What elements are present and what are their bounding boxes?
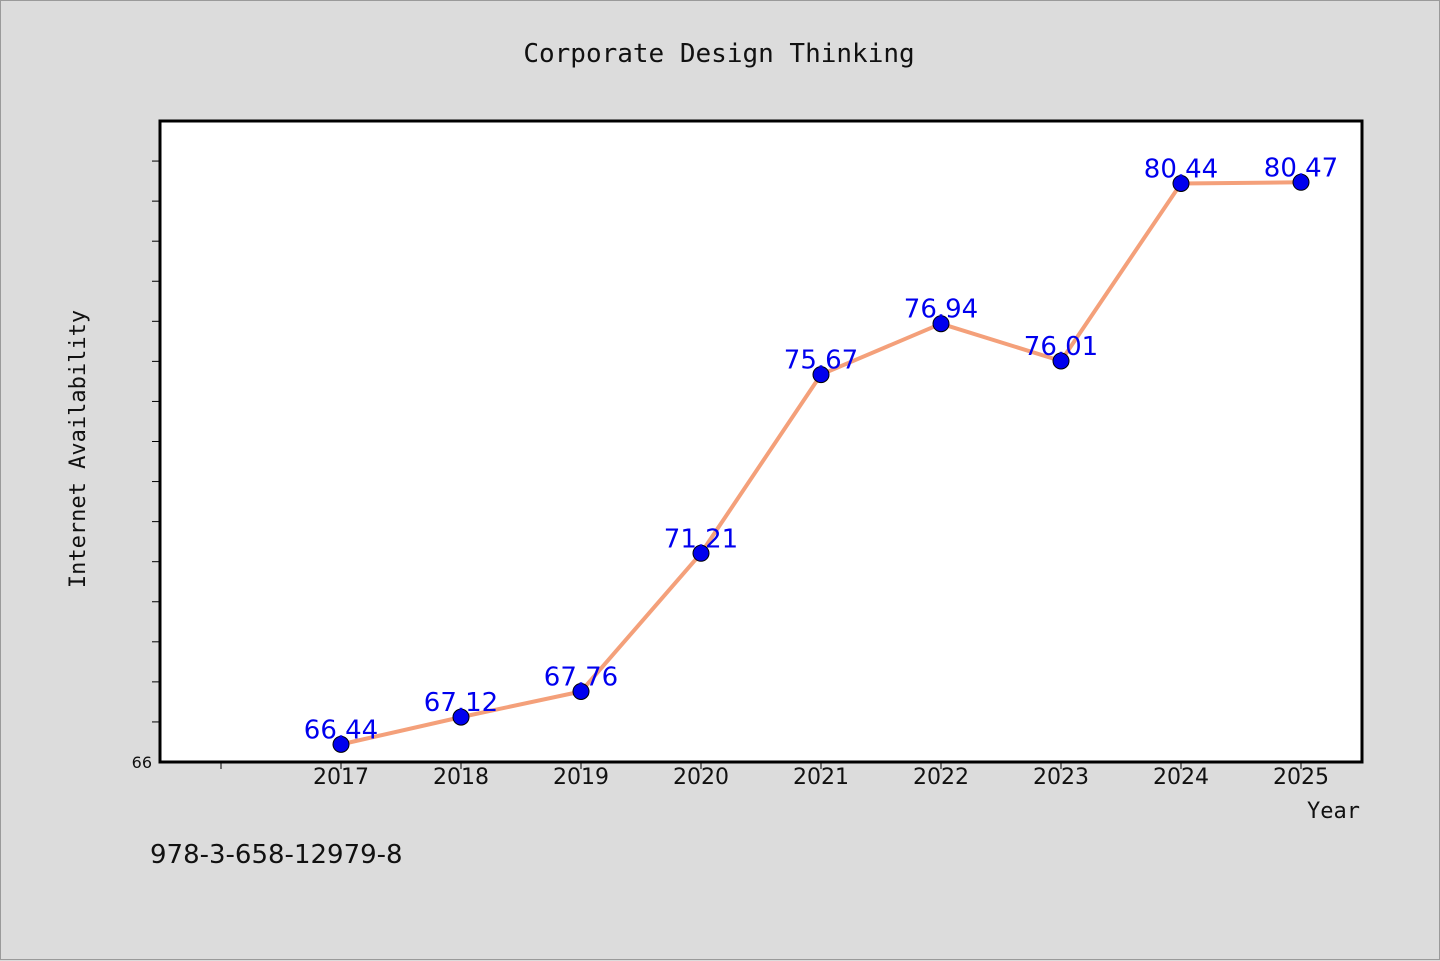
x-tick-label: 2018 [433,765,489,790]
data-label: 75.67 [784,346,858,376]
data-label: 80.47 [1264,153,1338,183]
x-tick-label: 2025 [1273,765,1329,790]
series-layer: 66.44 67.12 67.76 71.21 75.67 76.94 76.01 80.44… [304,153,1338,753]
x-tick-label: 2019 [553,765,609,790]
data-label: 76.94 [904,295,978,325]
data-label: 76.01 [1024,332,1098,362]
y-axis-title: Internet Availability [66,310,91,588]
data-label: 71.21 [664,524,738,554]
x-tick-label: 2022 [913,765,969,790]
y-axis-ticks [152,160,160,723]
data-point [932,315,950,333]
data-point [452,708,470,726]
data-point [812,366,830,384]
data-point [692,544,710,562]
data-point [1052,352,1070,370]
x-axis-title: Year [1307,799,1360,824]
data-label: 80.44 [1144,154,1218,184]
data-point [572,682,590,700]
y-tick-label: 66 [132,753,152,772]
footer-code: 978-3-658-12979-8 [150,840,403,870]
data-point [332,735,350,753]
x-tick-label: 2023 [1033,765,1089,790]
plot-area [158,119,1364,764]
x-axis-ticks: 2017 2018 2019 2020 2021 2022 2023 2024 2025 [220,762,1329,790]
chart-title: Corporate Design Thinking [523,39,914,69]
data-point [1292,173,1310,191]
x-tick-label: 2020 [673,765,729,790]
x-tick-label: 2024 [1153,765,1209,790]
x-tick-label: 2021 [793,765,849,790]
x-tick-label: 2017 [313,765,369,790]
data-label: 67.76 [544,662,618,692]
data-label: 66.44 [304,715,378,745]
data-label: 67.12 [424,688,498,718]
data-point [1172,174,1190,192]
